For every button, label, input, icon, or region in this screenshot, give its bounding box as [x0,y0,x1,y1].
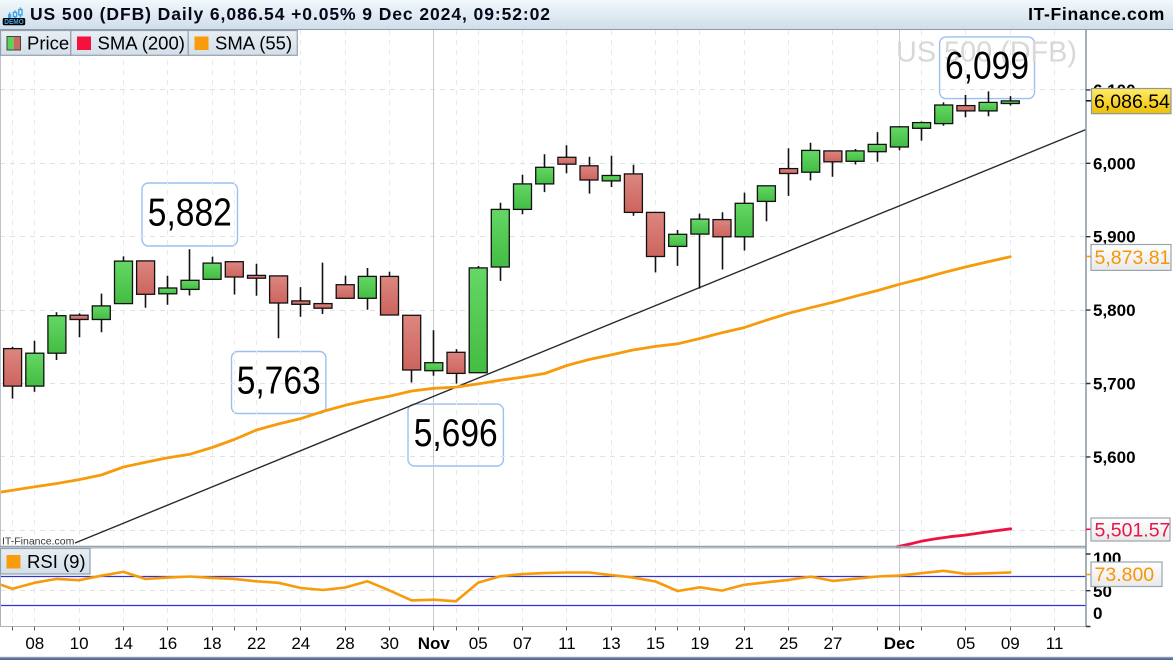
svg-text:21: 21 [735,634,754,653]
svg-text:73.800: 73.800 [1095,564,1155,586]
svg-text:10: 10 [70,634,89,653]
svg-text:SMA (200): SMA (200) [98,33,185,54]
svg-text:6,086.54: 6,086.54 [1094,91,1170,113]
svg-text:05: 05 [469,634,488,653]
svg-text:5,600: 5,600 [1093,448,1136,467]
svg-text:IT-Finance.com: IT-Finance.com [2,536,75,548]
svg-text:Price: Price [27,33,69,54]
svg-text:05: 05 [956,634,975,653]
svg-text:09: 09 [1001,634,1020,653]
svg-text:5,763: 5,763 [237,359,321,402]
svg-text:11: 11 [558,634,576,653]
svg-text:5,696: 5,696 [414,412,498,455]
svg-text:5,900: 5,900 [1093,228,1136,247]
svg-text:24: 24 [291,634,310,653]
svg-text:30: 30 [380,634,399,653]
svg-text:Dec: Dec [884,634,915,653]
svg-text:5,800: 5,800 [1093,301,1136,320]
svg-text:5,501.57: 5,501.57 [1095,520,1171,542]
svg-text:18: 18 [203,634,222,653]
svg-text:27: 27 [823,634,842,653]
svg-text:15: 15 [646,634,665,653]
svg-text:08: 08 [25,634,44,653]
svg-text:6,099: 6,099 [945,45,1029,88]
svg-text:RSI (9): RSI (9) [27,551,86,572]
svg-text:28: 28 [336,634,355,653]
svg-text:16: 16 [158,634,177,653]
svg-text:14: 14 [114,634,133,653]
svg-text:19: 19 [690,634,709,653]
svg-text:5,700: 5,700 [1093,375,1136,394]
svg-text:Nov: Nov [418,634,451,653]
svg-text:SMA (55): SMA (55) [215,33,292,54]
svg-text:6,000: 6,000 [1093,154,1136,173]
svg-text:25: 25 [779,634,798,653]
svg-text:22: 22 [247,634,266,653]
svg-text:13: 13 [602,634,621,653]
svg-text:5,882: 5,882 [148,191,232,234]
svg-text:DEMO: DEMO [4,17,24,26]
svg-text:5,873.81: 5,873.81 [1095,247,1171,269]
svg-text:07: 07 [513,634,532,653]
svg-text:11: 11 [1046,634,1064,653]
svg-text:0: 0 [1093,604,1102,623]
svg-text:US 500 (DFB): US 500 (DFB) [896,37,1077,69]
